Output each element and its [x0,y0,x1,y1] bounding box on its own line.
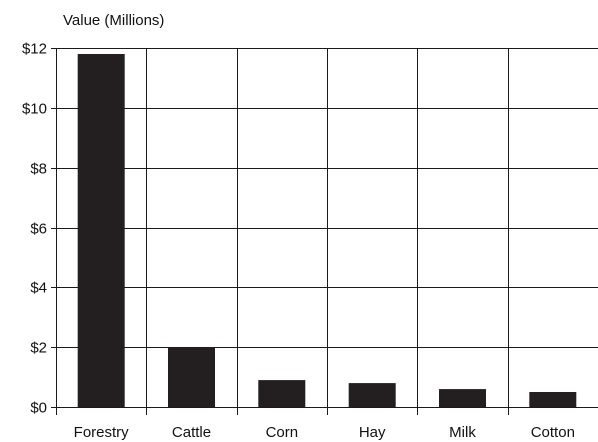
bar-hay [348,383,396,407]
y-tick-label: $4 [30,280,47,297]
y-axis-title: Value (Millions) [63,12,164,29]
y-tick-label: $8 [30,161,47,178]
x-tick-label: Cotton [531,424,575,441]
x-tick-labels: Forestry Cattle Corn Hay Milk Cotton [74,424,575,441]
bar-corn [258,380,306,407]
x-tick-label: Cattle [172,424,211,441]
y-tick-label: $10 [22,101,47,118]
y-tick-label: $0 [30,400,47,417]
y-tick-label: $12 [22,41,47,58]
x-tick-label: Milk [449,424,476,441]
bar-forestry [77,54,125,407]
grid-layer [56,48,598,415]
bar-milk [439,389,486,407]
y-tick-label: $6 [30,221,47,238]
axes-layer [51,48,57,415]
x-tick-label: Corn [266,424,299,441]
bars-layer [77,54,577,407]
x-tick-label: Forestry [74,424,130,441]
bar-cotton [529,392,577,407]
y-tick-labels: $0 $2 $4 $6 $8 $10 $12 [22,41,47,417]
bar-cattle [168,347,215,407]
y-tick-label: $2 [30,340,47,357]
x-tick-label: Hay [359,424,386,441]
